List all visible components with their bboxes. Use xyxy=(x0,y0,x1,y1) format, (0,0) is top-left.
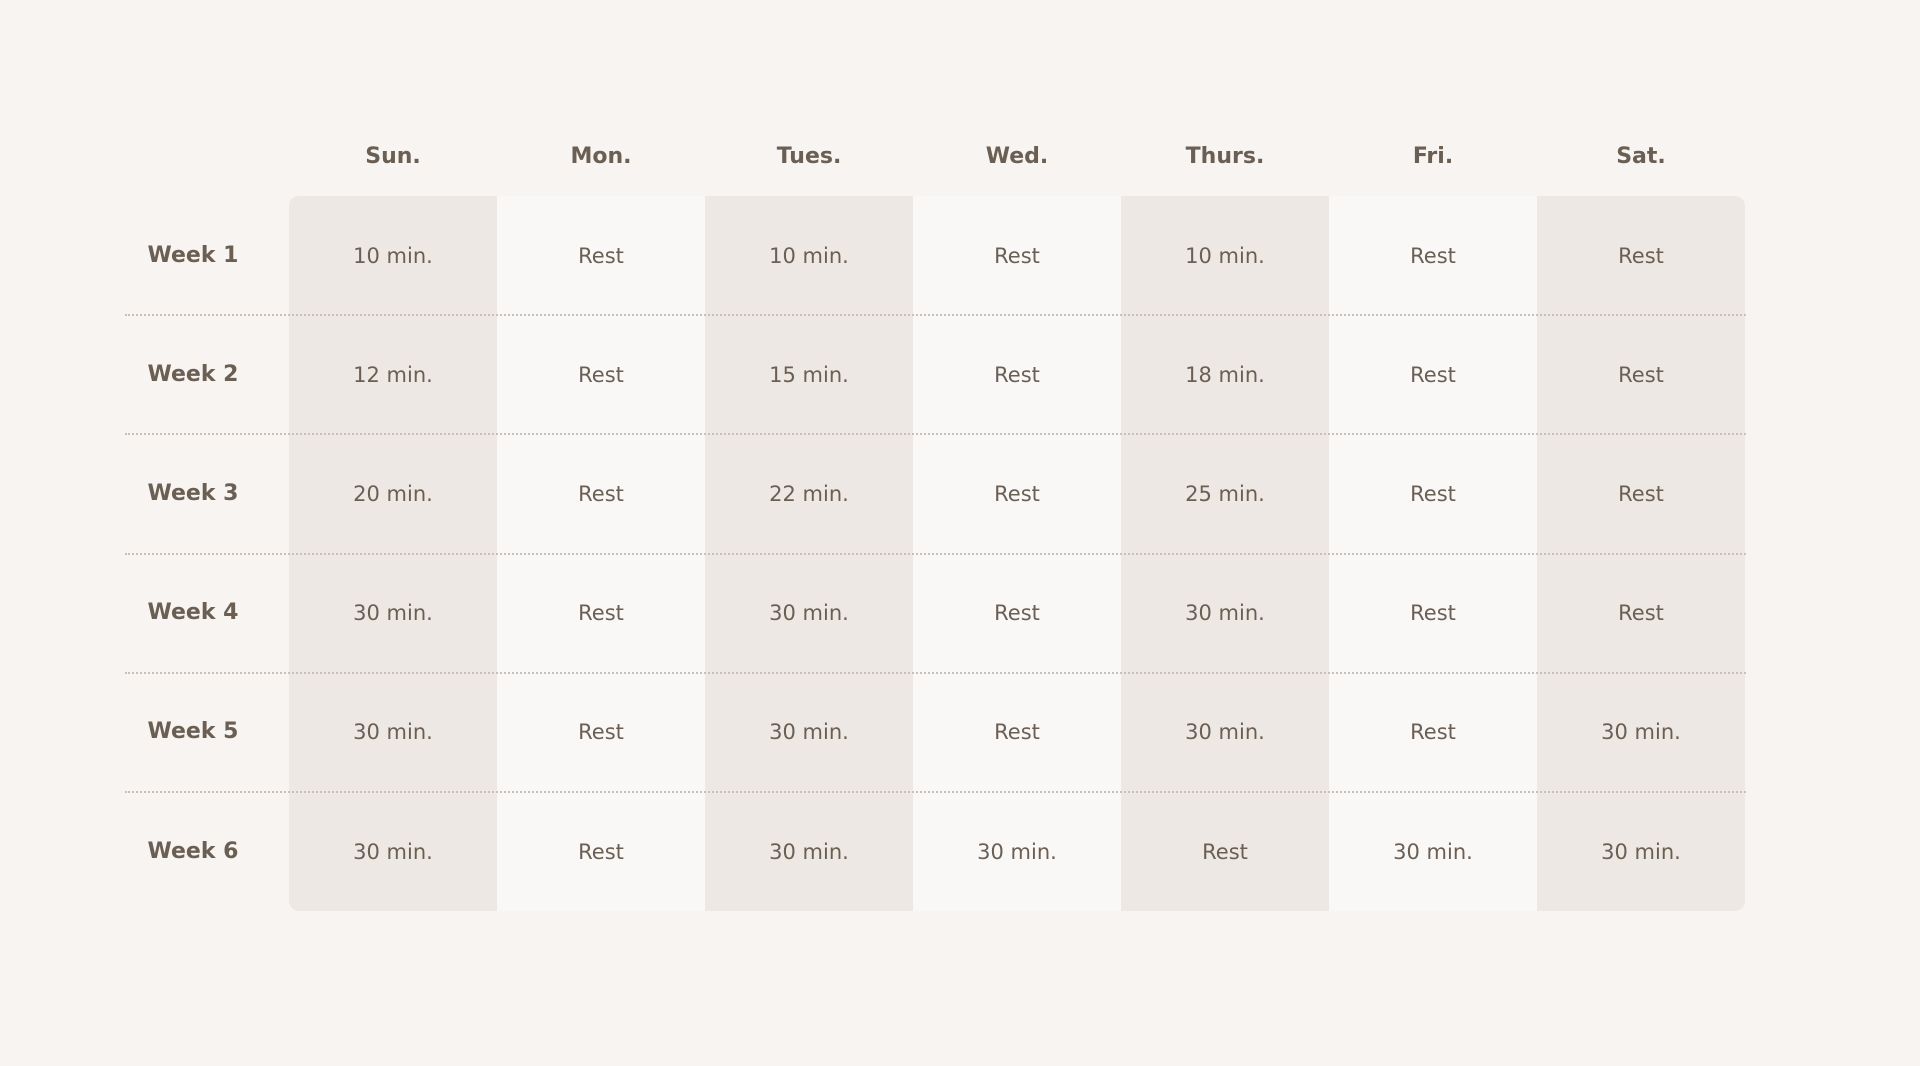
schedule-cell: 18 min. xyxy=(1185,362,1265,387)
schedule-cell: 30 min. xyxy=(353,839,433,864)
schedule-cell: Rest xyxy=(1618,243,1664,268)
row-divider xyxy=(125,314,1746,317)
schedule-cell: 30 min. xyxy=(1601,839,1681,864)
schedule-cell: Rest xyxy=(1618,482,1664,506)
day-header: Wed. xyxy=(985,144,1049,169)
day-header: Sun. xyxy=(365,144,421,169)
week-label: Week 4 xyxy=(147,600,239,626)
week-label: Week 3 xyxy=(147,481,239,506)
schedule-cell: Rest xyxy=(578,243,624,268)
schedule-cell: 30 min. xyxy=(1185,720,1265,745)
schedule-cell: Rest xyxy=(578,601,624,626)
schedule-cell: 30 min. xyxy=(769,839,849,864)
schedule-cell: Rest xyxy=(1410,601,1456,626)
schedule-cell: Rest xyxy=(1410,482,1456,506)
schedule-cell: 30 min. xyxy=(353,601,433,626)
schedule-cell: 30 min. xyxy=(1601,720,1681,745)
schedule-cell: 12 min. xyxy=(353,362,433,387)
schedule-cell: Rest xyxy=(994,720,1040,745)
schedule-cell: 30 min. xyxy=(769,601,849,626)
week-label: Week 5 xyxy=(147,719,239,745)
schedule-cell: Rest xyxy=(578,720,624,745)
schedule-cell: Rest xyxy=(994,362,1040,387)
schedule-cell: 22 min. xyxy=(769,482,849,506)
schedule-cell: 30 min. xyxy=(353,720,433,745)
row-divider xyxy=(125,433,1746,436)
schedule-cell: Rest xyxy=(578,362,624,387)
week-label: Week 2 xyxy=(147,361,239,387)
week-label: Week 1 xyxy=(147,242,239,268)
schedule-cell: 30 min. xyxy=(1185,601,1265,626)
schedule-cell: Rest xyxy=(1410,362,1456,387)
schedule-cell: 30 min. xyxy=(977,839,1057,864)
day-header: Fri. xyxy=(1412,144,1454,169)
schedule-cell: 10 min. xyxy=(353,243,433,268)
week-label: Week 6 xyxy=(147,838,239,864)
schedule-cell: Rest xyxy=(1202,839,1248,864)
day-header: Thurs. xyxy=(1185,144,1265,169)
schedule-cell: Rest xyxy=(578,839,624,864)
schedule-cell: 10 min. xyxy=(1185,243,1265,268)
schedule-cell: Rest xyxy=(578,482,624,506)
schedule-cell: 30 min. xyxy=(769,720,849,745)
schedule-cell: Rest xyxy=(994,243,1040,268)
row-divider xyxy=(125,552,1746,555)
row-divider xyxy=(125,791,1746,793)
schedule-cell: 15 min. xyxy=(769,362,849,387)
schedule-cell: 25 min. xyxy=(1185,482,1265,506)
day-header: Mon. xyxy=(570,144,632,169)
schedule-cell: Rest xyxy=(1618,601,1664,626)
schedule-cell: Rest xyxy=(994,601,1040,626)
schedule-cell: 10 min. xyxy=(769,243,849,268)
schedule-cell: Rest xyxy=(1410,243,1456,268)
schedule-cell: Rest xyxy=(1410,720,1456,745)
row-divider xyxy=(125,671,1746,674)
schedule-cell: 20 min. xyxy=(353,482,433,506)
day-header: Tues. xyxy=(776,144,842,169)
schedule-cell: Rest xyxy=(1618,362,1664,387)
schedule-cell: 30 min. xyxy=(1393,839,1473,864)
day-header: Sat. xyxy=(1616,144,1666,169)
schedule-cell: Rest xyxy=(994,482,1040,506)
